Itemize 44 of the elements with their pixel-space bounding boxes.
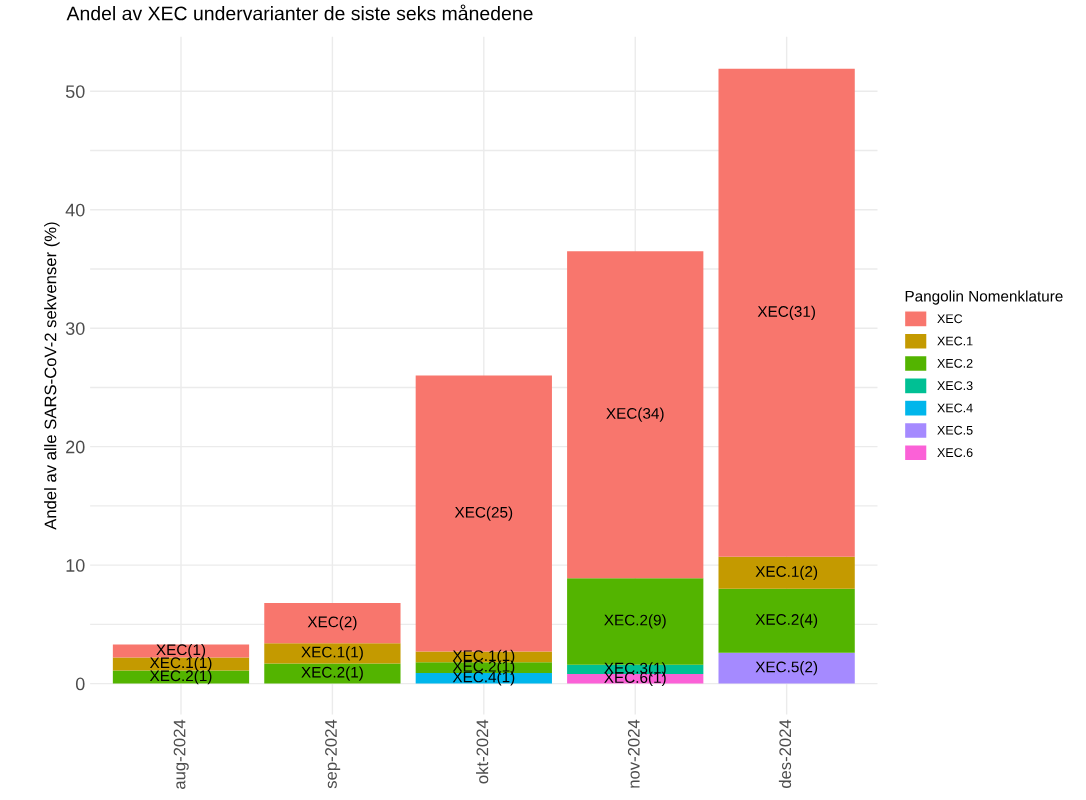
y-tick-label: 10 xyxy=(66,559,85,572)
legend-label: XEC.3 xyxy=(937,381,973,391)
bar xyxy=(718,68,855,557)
legend-label: XEC.5 xyxy=(937,425,973,435)
y-tick-label: 30 xyxy=(65,322,85,335)
bar xyxy=(112,657,250,671)
legend-label: XEC.4 xyxy=(937,403,973,413)
data-label: XEC(1) xyxy=(156,643,206,659)
data-label: XEC.2(9) xyxy=(604,614,666,629)
y-tick-label: 0 xyxy=(75,677,85,691)
y-tick-label: 40 xyxy=(65,203,85,217)
bar xyxy=(112,670,250,684)
bar xyxy=(567,251,704,579)
bar xyxy=(718,588,855,653)
data-label: XEC.2(1) xyxy=(301,666,363,681)
data-label: XEC.2(1) xyxy=(149,669,212,685)
data-label: XEC(34) xyxy=(606,407,664,422)
x-tick-label: sep-2024 xyxy=(325,719,341,789)
data-label: XEC.5(2) xyxy=(755,661,818,676)
bar xyxy=(264,643,401,664)
data-label: XEC(2) xyxy=(307,616,357,631)
y-tick-label: 50 xyxy=(65,85,85,99)
bar xyxy=(718,652,855,684)
x-tick-label: nov-2024 xyxy=(627,719,640,788)
bar xyxy=(718,556,855,589)
legend-label: XEC.2 xyxy=(937,358,973,368)
data-label: XEC(31) xyxy=(757,305,815,320)
x-tick-label: okt-2024 xyxy=(476,719,489,784)
y-axis-title: Andel av alle SARS-CoV-2 sekvenser (%) xyxy=(44,222,60,530)
legend-label: XEC xyxy=(937,314,963,324)
data-label: XEC(25) xyxy=(454,506,513,521)
bar xyxy=(264,663,401,684)
data-label: XEC.1(1) xyxy=(149,656,212,672)
data-label: XEC.1(1) xyxy=(301,646,363,661)
bar xyxy=(264,603,401,644)
legend-label: XEC.6 xyxy=(937,448,973,457)
data-label: XEC.2(4) xyxy=(755,613,818,628)
y-tick-label: 20 xyxy=(66,440,85,454)
x-tick-label: aug-2024 xyxy=(173,719,189,789)
legend-title: Pangolin Nomenklature xyxy=(905,290,1063,305)
x-tick-label: des-2024 xyxy=(778,719,792,789)
data-label: XEC.1(2) xyxy=(755,565,818,580)
chart-title: Andel av XEC undervarianter de siste seks månedene xyxy=(66,4,533,21)
legend-label: XEC.1 xyxy=(937,336,973,346)
